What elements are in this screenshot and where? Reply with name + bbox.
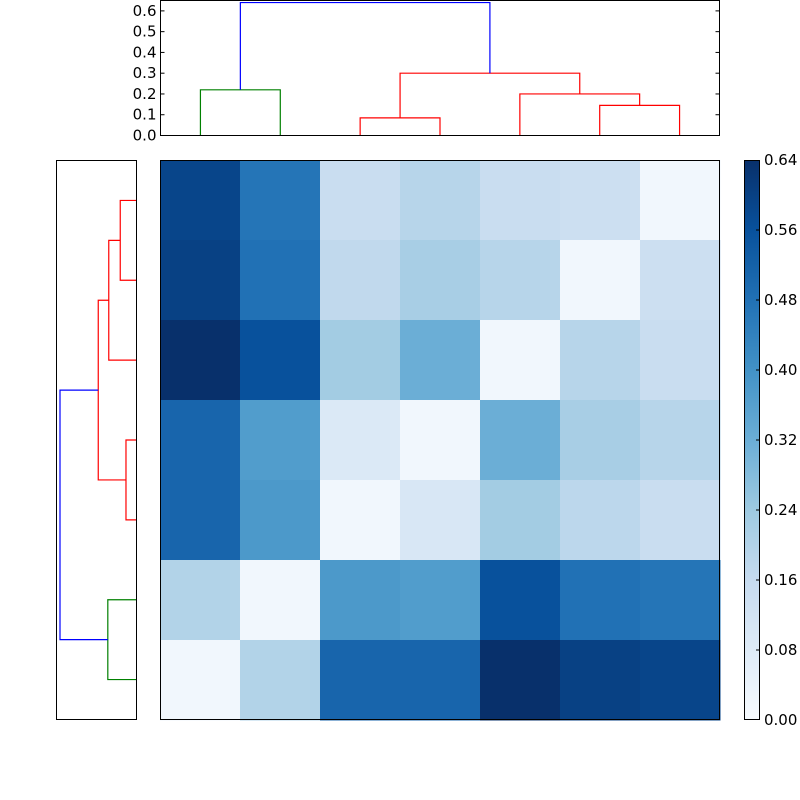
heatmap-cell <box>240 480 321 561</box>
heatmap-cell <box>320 240 401 321</box>
heatmap-cell <box>240 240 321 321</box>
heatmap-cell <box>320 480 401 561</box>
heatmap <box>160 160 721 721</box>
heatmap-cell <box>560 400 641 481</box>
heatmap-cell <box>160 480 241 561</box>
heatmap-cell <box>240 400 321 481</box>
heatmap-cell <box>560 240 641 321</box>
dendrogram-link <box>108 239 137 361</box>
heatmap-cell <box>560 480 641 561</box>
colorbar-tick-label: 0.16 <box>764 571 797 589</box>
heatmap-cell <box>640 640 721 721</box>
heatmap-cell <box>640 240 721 321</box>
heatmap-cell <box>560 560 641 641</box>
y-tick-label: 0.6 <box>133 2 157 20</box>
heatmap-cell <box>240 320 321 401</box>
colorbar-tick-label: 0.56 <box>764 221 797 239</box>
heatmap-cell <box>160 240 241 321</box>
heatmap-cell <box>640 560 721 641</box>
heatmap-cell <box>560 160 641 241</box>
heatmap-cell <box>240 640 321 721</box>
y-tick-label: 0.2 <box>133 85 157 103</box>
colorbar-tick-label: 0.32 <box>764 431 797 449</box>
heatmap-cell <box>400 320 481 401</box>
heatmap-cell <box>480 240 561 321</box>
dendrogram-link <box>97 299 126 481</box>
colorbar-tick-label: 0.08 <box>764 641 797 659</box>
top-dendrogram: 0.0 0.1 0.2 0.3 0.4 0.5 0.6 <box>133 0 720 145</box>
heatmap-cell <box>640 160 721 241</box>
dendrogram-link <box>359 117 441 136</box>
heatmap-cell <box>480 480 561 561</box>
heatmap-cell <box>480 320 561 401</box>
heatmap-cell <box>160 400 241 481</box>
y-tick-label: 0.1 <box>133 106 157 124</box>
dendrogram-link <box>519 93 641 136</box>
heatmap-cell <box>320 160 401 241</box>
y-tick-label: 0.3 <box>133 64 157 82</box>
heatmap-cell <box>320 320 401 401</box>
y-tick-label: 0.4 <box>133 43 157 61</box>
heatmap-cell <box>480 640 561 721</box>
dendrogram-link <box>125 439 137 521</box>
heatmap-cell <box>240 160 321 241</box>
heatmap-cell <box>480 400 561 481</box>
colorbar-tick-label: 0.64 <box>764 151 797 169</box>
left-dendrogram <box>56 160 137 720</box>
dendrogram-link <box>599 104 681 136</box>
heatmap-cell <box>400 240 481 321</box>
colorbar-tick-label: 0.24 <box>764 501 797 519</box>
heatmap-cell <box>400 400 481 481</box>
heatmap-cell <box>640 320 721 401</box>
heatmap-cell <box>560 640 641 721</box>
dendrogram-link <box>59 389 108 641</box>
heatmap-cell <box>400 640 481 721</box>
heatmap-cell <box>160 640 241 721</box>
heatmap-cell <box>480 560 561 641</box>
heatmap-cell <box>160 560 241 641</box>
heatmap-cell <box>560 320 641 401</box>
heatmap-cell <box>240 560 321 641</box>
heatmap-cell <box>160 160 241 241</box>
dendrogram-link <box>399 72 581 118</box>
heatmap-cell <box>400 480 481 561</box>
dendrogram-link <box>199 89 281 136</box>
heatmap-frame <box>160 160 720 720</box>
colorbar: 0.00 0.08 0.16 0.24 0.32 0.40 0.48 0.56 0.64 <box>744 151 797 729</box>
heatmap-cell <box>320 640 401 721</box>
colorbar-tick-label: 0.00 <box>764 711 797 729</box>
colorbar-tick-label: 0.40 <box>764 361 797 379</box>
heatmap-cell <box>320 400 401 481</box>
heatmap-cell <box>480 160 561 241</box>
heatmap-cell <box>640 480 721 561</box>
colorbar-tick-label: 0.48 <box>764 291 797 309</box>
y-tick-label: 0.0 <box>133 127 157 145</box>
y-tick-label: 0.5 <box>133 23 157 41</box>
heatmap-cell <box>640 400 721 481</box>
heatmap-cell <box>400 560 481 641</box>
dendrogram-link <box>239 1 491 90</box>
heatmap-cell <box>320 560 401 641</box>
heatmap-cell <box>400 160 481 241</box>
dendrogram-link <box>107 599 137 681</box>
top-dendrogram-frame <box>160 0 720 136</box>
left-dendrogram-frame <box>56 160 137 720</box>
heatmap-cell <box>160 320 241 401</box>
dendrogram-link <box>119 199 137 281</box>
